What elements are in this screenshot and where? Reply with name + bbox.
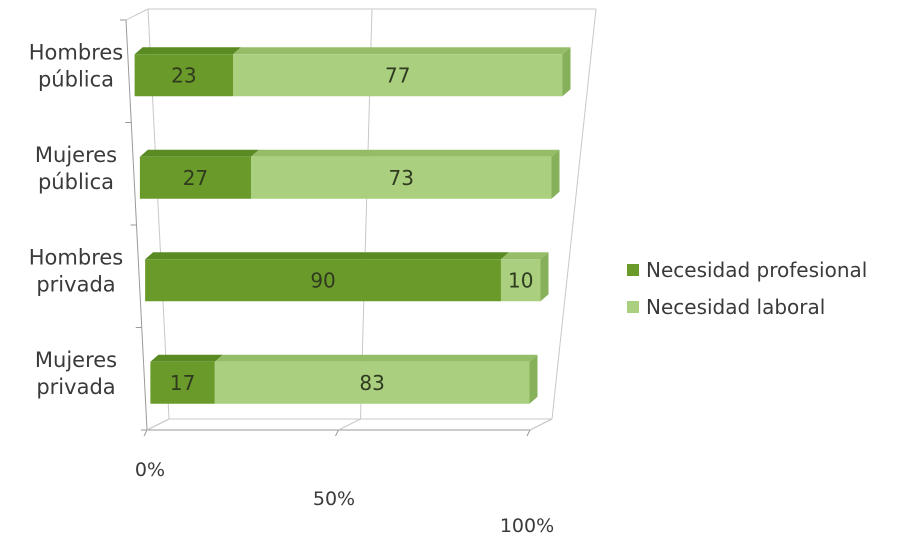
bar-top-1 [500,252,549,260]
depth-edge [125,8,149,21]
legend-label: Necesidad profesional [646,258,867,282]
bar-top-0 [134,47,242,55]
category-label: Hombres [29,245,123,269]
bar-top-1 [214,354,538,362]
bar-segment-0 [134,54,234,97]
data-label: 83 [359,371,384,395]
bar-end-cap [562,47,571,97]
bar-top-1 [233,47,571,55]
x-tick-label: 50% [313,488,355,510]
bar-segment-0 [150,361,215,404]
data-label: 27 [183,166,208,190]
category-label: pública [38,67,114,91]
data-label: 10 [508,268,533,292]
x-tick-label: 0% [135,459,165,481]
bar-group: 23 77 [134,47,571,97]
legend-swatch [627,301,639,313]
data-label: 77 [385,63,410,87]
x-tick-label: 100% [500,515,554,537]
legend-label: Necesidad laboral [646,295,825,319]
bar-segment-1 [214,361,530,404]
category-label: Mujeres [35,348,117,372]
bar-end-cap [529,354,538,404]
bar-top-0 [145,252,509,260]
tick-mark [143,429,148,437]
data-label: 17 [170,371,195,395]
category-label: Hombres [29,40,123,64]
bar-top-0 [139,149,260,157]
category-label: privada [36,272,115,296]
legend: Necesidad profesional Necesidad laboral [627,258,867,319]
category-label: Mujeres [35,143,117,167]
gridline-foot-50 [338,418,361,431]
legend-item: Necesidad profesional [627,258,867,282]
bar-end-cap [540,252,549,302]
category-labels: Hombres pública Mujeres pública Hombres priva… [29,40,123,399]
category-label: pública [38,170,114,194]
legend-item: Necesidad laboral [627,295,825,319]
bar-top-1 [251,149,560,157]
bar-segment-1 [500,259,541,302]
legend-swatch [627,264,639,276]
data-label: 90 [310,268,335,292]
bar-group: 90 10 [145,252,549,302]
tick-mark [335,429,339,437]
gridline-foot-100 [529,418,553,431]
bar-segment-0 [145,259,501,302]
tick-mark [526,429,531,437]
category-label: privada [36,375,115,399]
x-axis-ticks: 0% 50% 100% [135,429,554,537]
bar-group: 17 83 [150,354,538,404]
bar-segment-0 [139,156,252,199]
data-label: 73 [389,166,414,190]
bar-end-cap [551,149,560,199]
gridline-foot-0 [146,418,170,431]
bar-top-0 [150,354,223,362]
bar-segment-1 [251,156,552,199]
bar-segment-1 [233,54,563,97]
gridline-100 [551,8,597,420]
bar-group: 27 73 [139,149,560,199]
data-label: 23 [171,63,196,87]
